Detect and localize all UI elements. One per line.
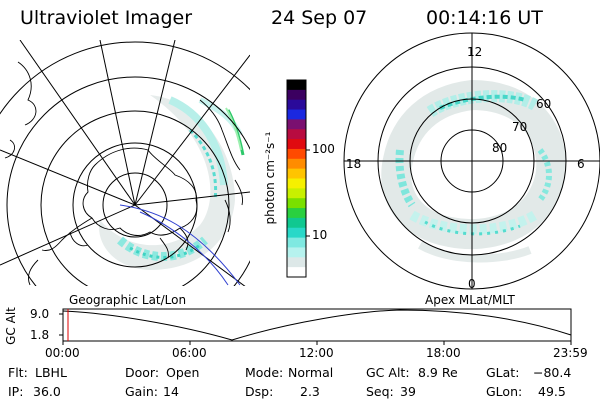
colorbar-frame [286, 79, 307, 278]
colorbar-cell [287, 237, 306, 249]
dsp-label: Dsp: [245, 384, 274, 399]
seq-label: Seq: [366, 384, 394, 399]
mode-label: Mode: [245, 365, 284, 380]
image-date: 24 Sep 07 [271, 7, 368, 29]
timeline-ytick-low: 1.8 [30, 328, 50, 342]
satellite-ground-track [119, 204, 241, 286]
seq-value: 39 [400, 384, 416, 399]
mlt-label-right: 6 [577, 157, 585, 171]
timeline-ticks [59, 313, 572, 345]
colorbar-cell [287, 148, 306, 160]
colorbar-cell [287, 208, 306, 219]
colorbar-cell [287, 129, 306, 140]
mlt-axes [344, 33, 600, 289]
ip-value: 36.0 [33, 384, 61, 399]
timeline-xtick-2359: 23:59 [553, 346, 588, 360]
colorbar-label-10: 10 [312, 228, 328, 242]
timeline-xtick-1200: 12:00 [299, 346, 334, 360]
ip-label: IP: [8, 384, 24, 399]
colorbar-gradient [287, 80, 306, 278]
colorbar-cell [287, 198, 306, 209]
colorbar [286, 79, 310, 278]
colorbar-cell [287, 89, 306, 101]
mlat-label-80: 80 [492, 141, 508, 155]
mlt-label-bottom: 0 [468, 277, 476, 291]
left-map-label: Geographic Lat/Lon [69, 293, 187, 307]
timeline-ytick-high: 9.0 [30, 307, 50, 321]
altitude-timeline [59, 308, 572, 345]
gc-altitude-curve [62, 309, 572, 341]
colorbar-cell [287, 227, 306, 239]
timeline-xtick-0600: 06:00 [172, 346, 207, 360]
colorbar-cell [287, 168, 306, 180]
colorbar-cell [287, 267, 306, 278]
timeline-frame [62, 308, 572, 342]
colorbar-label-100: 100 [312, 142, 335, 156]
door-value: Open [166, 365, 200, 380]
glon-value: 49.5 [538, 384, 566, 399]
colorbar-cell [287, 119, 306, 130]
timeline-xtick-1800: 18:00 [426, 346, 461, 360]
instrument-title: Ultraviolet Imager [20, 7, 193, 29]
colorbar-cell [287, 247, 306, 258]
left-auroral-oval [99, 95, 245, 270]
colorbar-cell [287, 158, 306, 170]
colorbar-cell [287, 139, 306, 150]
colorbar-cell [287, 178, 306, 189]
oval-night-emission [409, 210, 538, 235]
colorbar-cell [287, 257, 306, 268]
dsp-value: 2.3 [300, 384, 320, 399]
mlt-label-left: 18 [346, 157, 362, 171]
glat-label: GLat: [486, 365, 520, 380]
door-label: Door: [125, 365, 160, 380]
satellite-ground-track-secondary [139, 211, 229, 286]
colorbar-cell [287, 217, 306, 229]
gain-label: Gain: [125, 384, 158, 399]
oval-dayside-emission [426, 90, 539, 118]
mode-value: Normal [288, 365, 334, 380]
colorbar-cell [287, 80, 306, 91]
image-time: 00:14:16 UT [426, 7, 543, 29]
timeline-xtick-0000: 00:00 [45, 346, 80, 360]
oval-dusk-emission [395, 149, 416, 208]
mlt-label-top: 12 [467, 45, 483, 59]
apex-map [343, 32, 600, 290]
gcalt-value: 8.9 Re [418, 365, 458, 380]
timeline-ylabel: GC Alt [4, 307, 18, 345]
colorbar-cell [287, 99, 306, 111]
glat-value: −80.4 [533, 365, 572, 380]
mlat-label-70: 70 [512, 120, 528, 134]
geographic-map [0, 40, 250, 286]
mlat-label-60: 60 [536, 97, 552, 111]
filter-label: Flt: [8, 365, 28, 380]
coastlines [4, 61, 243, 286]
gcalt-label: GC Alt: [366, 365, 410, 380]
filter-value: LBHL [35, 365, 67, 380]
colorbar-unit-label: photon cm⁻²s⁻¹ [263, 131, 277, 225]
colorbar-cell [287, 109, 306, 120]
glon-label: GLon: [486, 384, 523, 399]
gain-value: 14 [163, 384, 179, 399]
right-map-label: Apex MLat/MLT [425, 293, 515, 307]
colorbar-cell [287, 188, 306, 199]
